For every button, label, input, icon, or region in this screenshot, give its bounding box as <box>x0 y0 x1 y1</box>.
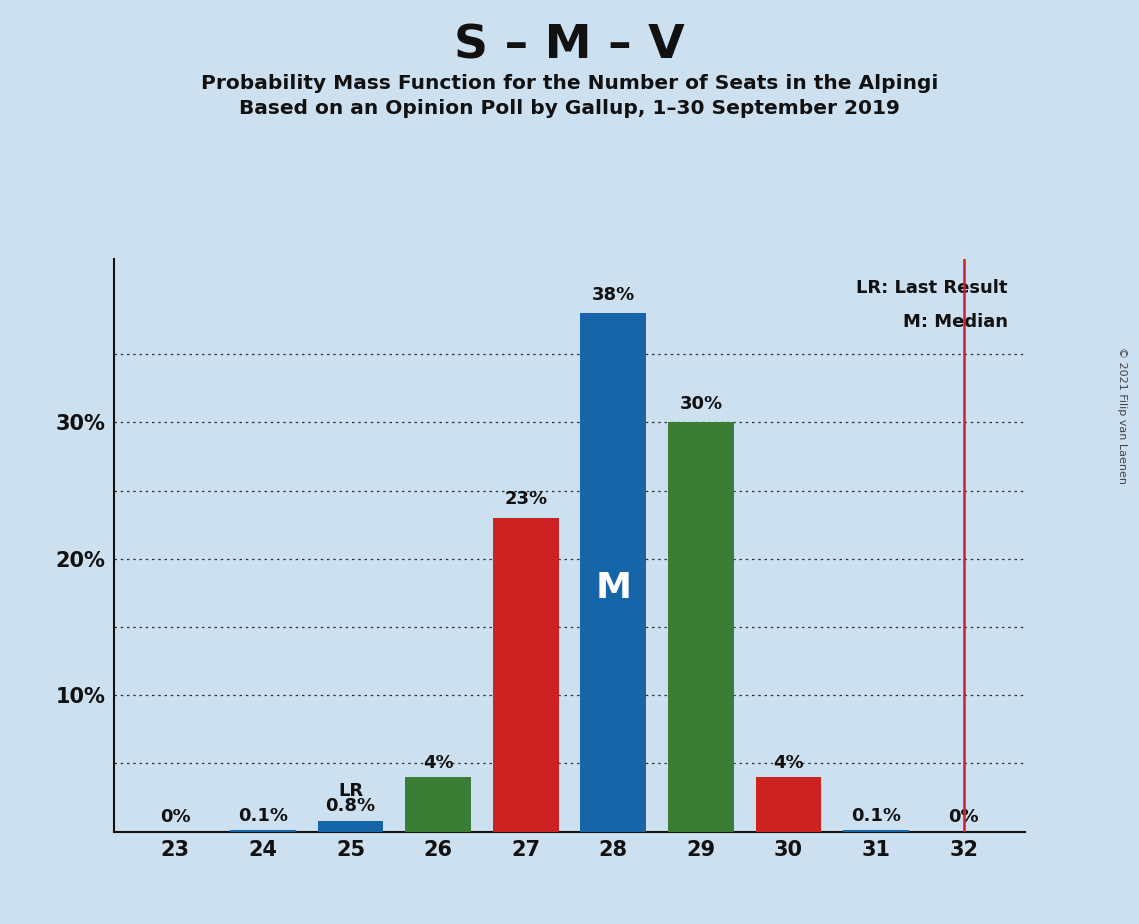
Text: 4%: 4% <box>423 754 453 772</box>
Bar <box>581 313 646 832</box>
Text: Based on an Opinion Poll by Gallup, 1–30 September 2019: Based on an Opinion Poll by Gallup, 1–30… <box>239 99 900 118</box>
Text: LR: Last Result: LR: Last Result <box>857 279 1008 298</box>
Bar <box>405 777 470 832</box>
Text: 30%: 30% <box>679 395 722 413</box>
Bar <box>669 422 734 832</box>
Text: LR: LR <box>338 783 363 800</box>
Text: 0%: 0% <box>949 808 980 826</box>
Text: 0.8%: 0.8% <box>326 797 376 815</box>
Text: © 2021 Filip van Laenen: © 2021 Filip van Laenen <box>1117 347 1126 484</box>
Text: 0.1%: 0.1% <box>851 807 901 825</box>
Bar <box>493 517 558 832</box>
Text: Probability Mass Function for the Number of Seats in the Alpingi: Probability Mass Function for the Number… <box>200 74 939 93</box>
Text: 23%: 23% <box>505 491 547 508</box>
Text: 0.1%: 0.1% <box>238 807 288 825</box>
Text: M: Median: M: Median <box>902 313 1008 332</box>
Bar <box>230 831 296 832</box>
Bar <box>755 777 821 832</box>
Text: 4%: 4% <box>773 754 804 772</box>
Bar <box>318 821 384 832</box>
Text: M: M <box>596 571 631 605</box>
Bar <box>843 831 909 832</box>
Text: 38%: 38% <box>591 286 634 304</box>
Text: 0%: 0% <box>159 808 190 826</box>
Text: S – M – V: S – M – V <box>454 23 685 68</box>
